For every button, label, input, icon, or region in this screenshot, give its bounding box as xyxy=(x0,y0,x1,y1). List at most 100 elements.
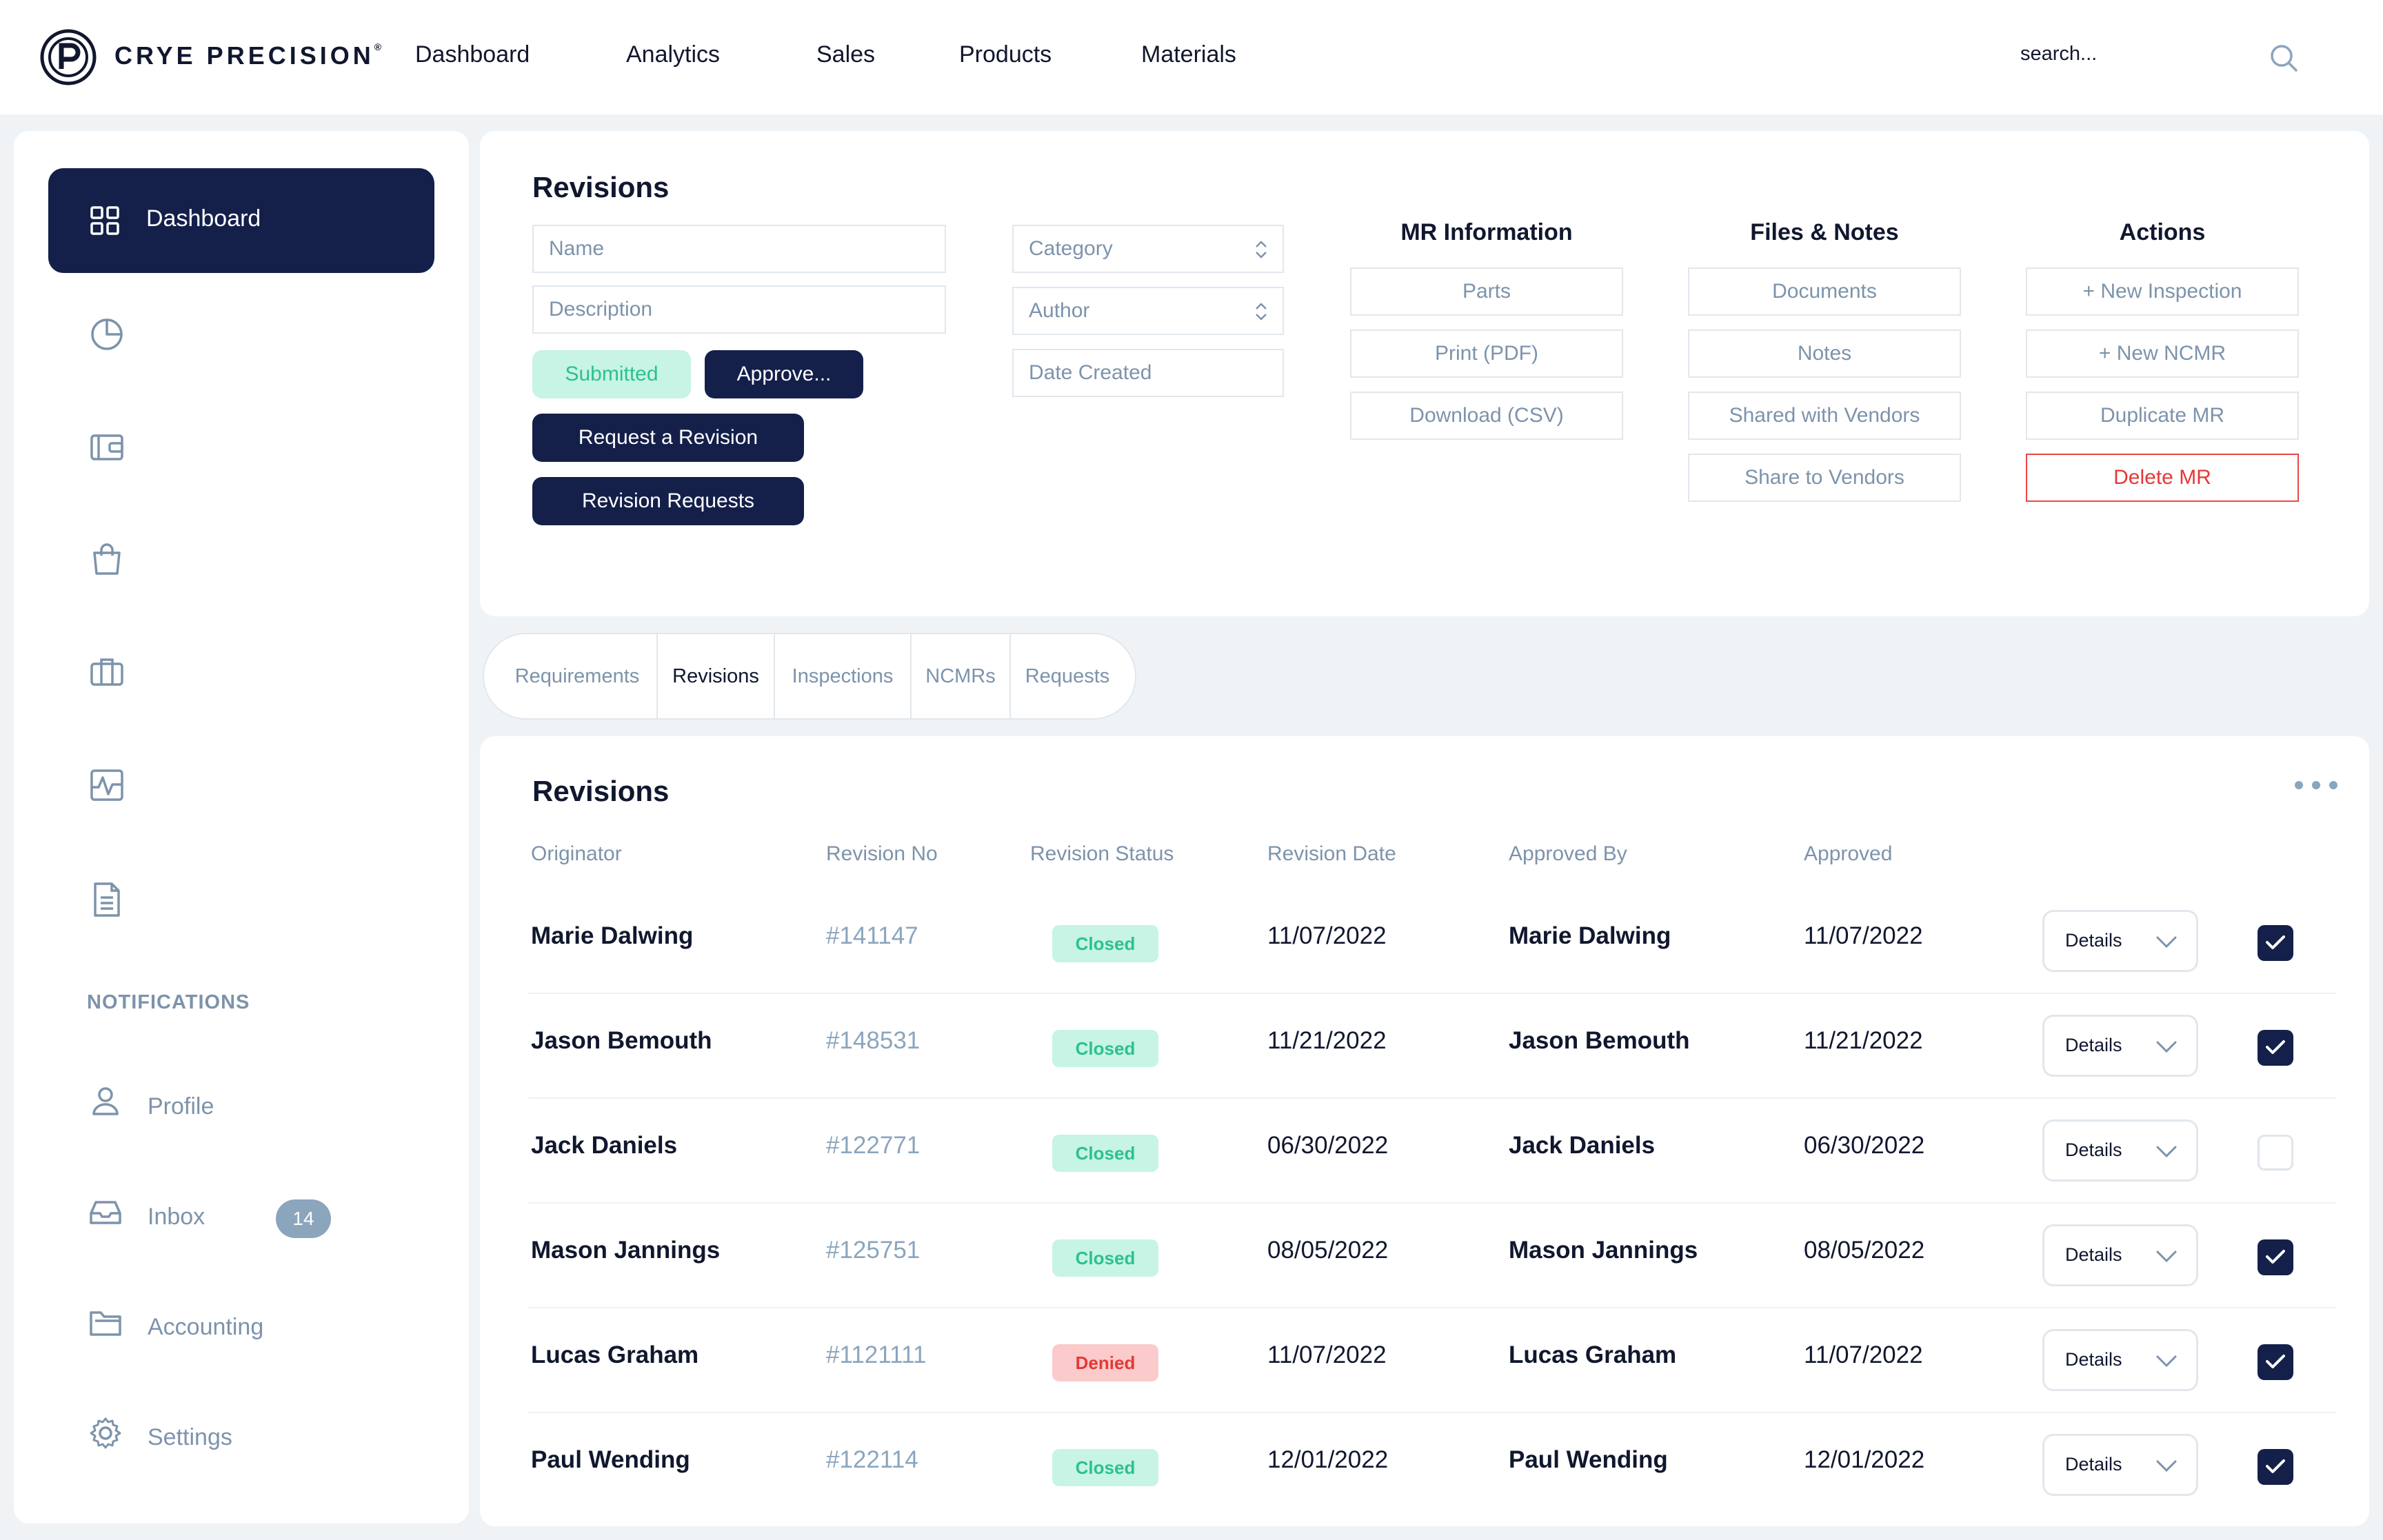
inbox-count-badge: 14 xyxy=(276,1199,331,1238)
row-checkbox[interactable] xyxy=(2258,1344,2293,1380)
approved-by-cell: Jason Bemouth xyxy=(1509,1027,1690,1054)
revision-date-cell: 11/21/2022 xyxy=(1267,1027,1387,1054)
column-header-revision-status: Revision Status xyxy=(1030,842,1174,865)
approved-by-cell: Marie Dalwing xyxy=(1509,922,1671,949)
approved-date-cell: 08/05/2022 xyxy=(1804,1237,1925,1264)
share-to-vendors-button[interactable]: Share to Vendors xyxy=(1688,454,1961,502)
search-input[interactable]: search... xyxy=(2020,43,2098,65)
tab-ncmrs[interactable]: NCMRs xyxy=(925,665,996,687)
column-header-approved-by: Approved By xyxy=(1509,842,1627,865)
row-checkbox[interactable] xyxy=(2258,1239,2293,1275)
delete-mr-button[interactable]: Delete MR xyxy=(2026,454,2299,502)
approved-by-cell: Mason Jannings xyxy=(1509,1237,1698,1264)
search-icon[interactable] xyxy=(2269,43,2299,73)
nav-sales[interactable]: Sales xyxy=(816,41,876,68)
approved-date-cell: 11/21/2022 xyxy=(1804,1027,1923,1054)
notes-button[interactable]: Notes xyxy=(1688,330,1961,378)
details-dropdown[interactable]: Details xyxy=(2042,1015,2198,1077)
sidebar-item-inbox[interactable]: Inbox xyxy=(88,1195,433,1237)
document-icon[interactable] xyxy=(88,881,125,918)
files-notes-heading: Files & Notes xyxy=(1750,219,1899,245)
submitted-status-button[interactable]: Submitted xyxy=(532,350,691,398)
checkmark-icon xyxy=(2266,1355,2285,1368)
actions-heading: Actions xyxy=(2119,219,2206,245)
mr-information-heading: MR Information xyxy=(1400,219,1573,245)
new-inspection-button[interactable]: + New Inspection xyxy=(2026,267,2299,316)
sidebar-item-accounting[interactable]: Accounting xyxy=(88,1306,433,1347)
nav-analytics[interactable]: Analytics xyxy=(626,41,721,68)
details-dropdown[interactable]: Details xyxy=(2042,1434,2198,1496)
tab-bar: Requirements Revisions Inspections NCMRs… xyxy=(483,633,1136,720)
column-header-originator: Originator xyxy=(531,842,622,865)
new-ncmr-button[interactable]: + New NCMR xyxy=(2026,330,2299,378)
table-row: Jason Bemouth #148531 Closed 11/21/2022 Jaso… xyxy=(528,994,2336,1099)
nav-materials[interactable]: Materials xyxy=(1141,41,1236,68)
date-created-field[interactable]: Date Created xyxy=(1012,349,1284,397)
table-row: Jack Daniels #122771 Closed 06/30/2022 Jack … xyxy=(528,1099,2336,1204)
documents-button[interactable]: Documents xyxy=(1688,267,1961,316)
sidebar-item-settings[interactable]: Settings xyxy=(88,1416,433,1457)
details-label: Details xyxy=(2065,1244,2122,1265)
table-row: Marie Dalwing #141147 Closed 11/07/2022 Mari… xyxy=(528,889,2336,994)
revision-no-cell: #122771 xyxy=(826,1132,921,1159)
tab-requirements[interactable]: Requirements xyxy=(514,665,640,687)
table-row: Mason Jannings #125751 Closed 08/05/2022 Mas… xyxy=(528,1204,2336,1308)
shared-with-vendors-button[interactable]: Shared with Vendors xyxy=(1688,392,1961,440)
status-badge: Closed xyxy=(1052,1135,1158,1172)
nav-dashboard[interactable]: Dashboard xyxy=(415,41,530,68)
tab-requests[interactable]: Requests xyxy=(1025,665,1110,687)
details-dropdown[interactable]: Details xyxy=(2042,1329,2198,1391)
revision-date-cell: 11/07/2022 xyxy=(1267,1341,1387,1368)
table-row: Paul Wending #122114 Closed 12/01/2022 Paul … xyxy=(528,1413,2336,1518)
approve-button[interactable]: Approve... xyxy=(705,350,863,398)
details-label: Details xyxy=(2065,1035,2122,1055)
row-divider xyxy=(528,993,2336,994)
request-revision-button[interactable]: Request a Revision xyxy=(532,414,804,462)
tab-inspections[interactable]: Inspections xyxy=(792,665,894,687)
category-select[interactable]: Category xyxy=(1012,225,1284,273)
description-field[interactable]: Description xyxy=(532,285,946,334)
row-divider xyxy=(528,1097,2336,1099)
chart-pie-icon[interactable] xyxy=(88,316,125,353)
row-checkbox[interactable] xyxy=(2258,1449,2293,1485)
row-checkbox[interactable] xyxy=(2258,1135,2293,1171)
revision-requests-button[interactable]: Revision Requests xyxy=(532,477,804,525)
shopping-bag-icon[interactable] xyxy=(88,540,125,578)
parts-button[interactable]: Parts xyxy=(1350,267,1623,316)
details-dropdown[interactable]: Details xyxy=(2042,910,2198,972)
status-badge: Closed xyxy=(1052,1449,1158,1486)
dashboard-grid-icon xyxy=(90,206,119,235)
print-pdf-button[interactable]: Print (PDF) xyxy=(1350,330,1623,378)
sidebar-item-dashboard[interactable]: Dashboard xyxy=(48,168,434,273)
sidebar-item-label: Inbox xyxy=(148,1204,205,1230)
status-badge: Denied xyxy=(1052,1344,1158,1381)
wallet-icon[interactable] xyxy=(88,429,125,466)
row-divider xyxy=(528,1307,2336,1308)
details-dropdown[interactable]: Details xyxy=(2042,1119,2198,1182)
more-options-icon[interactable] xyxy=(2292,778,2340,793)
revision-date-cell: 06/30/2022 xyxy=(1267,1132,1389,1159)
download-csv-button[interactable]: Download (CSV) xyxy=(1350,392,1623,440)
details-label: Details xyxy=(2065,1454,2122,1475)
nav-products[interactable]: Products xyxy=(959,41,1052,68)
sidebar-item-label: Accounting xyxy=(148,1314,264,1340)
revision-date-cell: 08/05/2022 xyxy=(1267,1237,1389,1264)
status-badge: Closed xyxy=(1052,925,1158,962)
tab-revisions[interactable]: Revisions xyxy=(672,665,759,687)
sidebar-item-profile[interactable]: Profile xyxy=(88,1085,433,1126)
activity-icon[interactable] xyxy=(88,767,125,804)
details-dropdown[interactable]: Details xyxy=(2042,1224,2198,1286)
row-checkbox[interactable] xyxy=(2258,925,2293,961)
author-select[interactable]: Author xyxy=(1012,287,1284,335)
briefcase-icon[interactable] xyxy=(88,654,125,691)
revision-no-cell: #122114 xyxy=(826,1446,918,1473)
chevron-down-icon xyxy=(2156,1146,2177,1158)
checkmark-icon xyxy=(2266,1040,2285,1054)
revision-no-cell: #125751 xyxy=(826,1237,921,1264)
duplicate-mr-button[interactable]: Duplicate MR xyxy=(2026,392,2299,440)
chevron-down-icon xyxy=(2156,1250,2177,1263)
row-checkbox[interactable] xyxy=(2258,1030,2293,1066)
name-field[interactable]: Name xyxy=(532,225,946,273)
sidebar xyxy=(14,131,469,1523)
originator-cell: Jack Daniels xyxy=(531,1132,678,1159)
